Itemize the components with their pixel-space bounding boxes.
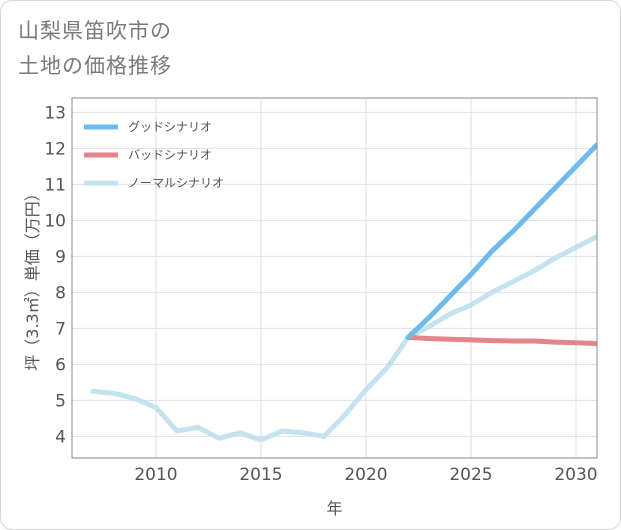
x-axis-title: 年 xyxy=(326,499,342,518)
y-tick-label-6: 6 xyxy=(55,355,66,375)
title-line-1: 山梨県笛吹市の xyxy=(18,19,172,43)
series-line-3 xyxy=(405,142,597,340)
x-tick-labels: 2010 2015 2020 2025 2030 xyxy=(134,465,597,485)
y-tick-label-7: 7 xyxy=(55,319,66,339)
title-line-2: 土地の価格推移 xyxy=(18,54,172,78)
series-lines xyxy=(90,142,597,443)
chart-title: 山梨県笛吹市の 土地の価格推移 xyxy=(18,14,172,84)
y-tick-label-8: 8 xyxy=(55,283,66,303)
x-tick-label-2015: 2015 xyxy=(239,465,282,485)
legend-label-1: グッドシナリオ xyxy=(128,120,212,134)
y-axis-title: 坪（3.3㎡）単価（万円） xyxy=(23,185,42,370)
y-tick-label-10: 10 xyxy=(44,211,66,231)
y-tick-label-9: 9 xyxy=(55,247,66,267)
grid xyxy=(72,98,597,458)
y-tick-label-11: 11 xyxy=(44,175,66,195)
series-line-2 xyxy=(405,334,597,346)
plot-frame xyxy=(71,97,598,459)
y-tick-label-12: 12 xyxy=(44,139,66,159)
x-tick-label-2010: 2010 xyxy=(134,465,177,485)
x-tick-label-2025: 2025 xyxy=(449,465,492,485)
x-tick-label-2020: 2020 xyxy=(344,465,387,485)
y-tick-label-4: 4 xyxy=(55,427,66,447)
x-tick-label-2030: 2030 xyxy=(554,465,597,485)
legend-label-2: バッドシナリオ xyxy=(128,148,212,162)
series-line-1 xyxy=(90,234,597,443)
legend-label-3: ノーマルシナリオ xyxy=(128,176,224,190)
y-tick-labels: 4 5 6 7 8 9 10 11 12 13 xyxy=(44,103,66,447)
y-tick-label-13: 13 xyxy=(44,103,66,123)
y-tick-label-5: 5 xyxy=(55,391,66,411)
